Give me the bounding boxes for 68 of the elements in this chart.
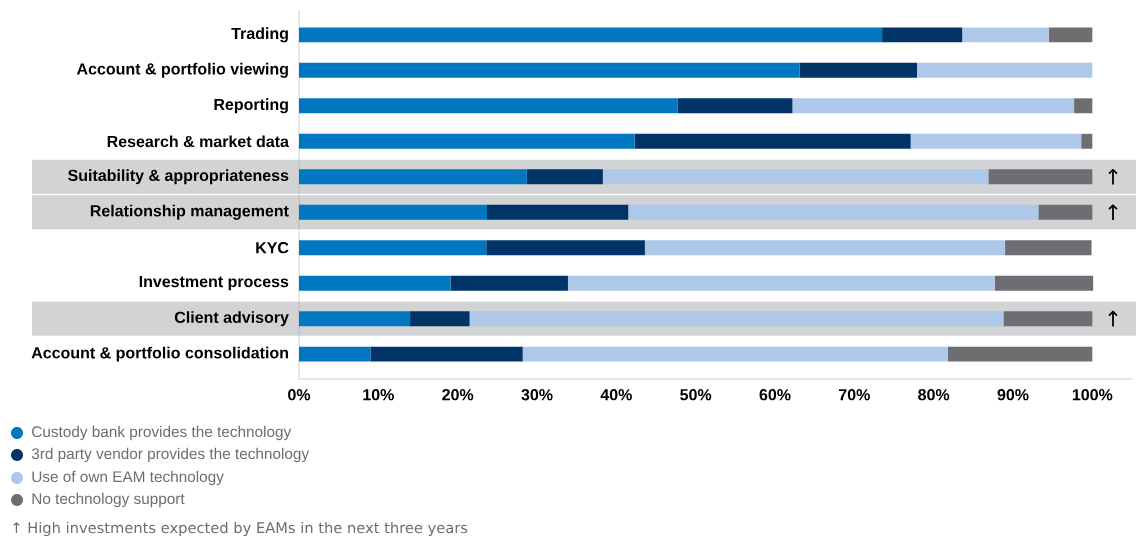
legend-label: No technology support <box>32 492 185 508</box>
y-tick-label: Account & portfolio viewing <box>76 62 288 78</box>
bar <box>299 62 800 78</box>
y-tick-label: Reporting <box>214 98 288 114</box>
bar <box>677 98 793 114</box>
bar <box>994 275 1094 291</box>
x-tick-label: 40% <box>600 389 632 401</box>
bar <box>299 133 635 149</box>
y-tick-label: KYC <box>256 242 289 254</box>
bar <box>450 275 568 291</box>
bar <box>882 27 963 43</box>
bar <box>522 346 948 362</box>
bar <box>602 169 989 185</box>
bar <box>469 311 1004 327</box>
band-label: ↑ <box>1108 168 1118 185</box>
x-tick-label: 70% <box>839 389 870 401</box>
x-tick-label: 20% <box>442 389 474 401</box>
bar <box>644 240 1006 256</box>
y-tick-label: Client advisory <box>174 311 289 327</box>
bar <box>1081 133 1093 149</box>
x-tick-label: 0% <box>288 389 311 401</box>
bar <box>1038 204 1093 220</box>
bar <box>1048 27 1093 43</box>
text: ↑ High investments expected by EAMs in the next three years <box>13 521 468 537</box>
bar <box>1005 240 1092 256</box>
y-tick-label: Investment process <box>139 276 289 291</box>
legend-label: Custody bank provides the technology <box>32 425 292 441</box>
x-tick-label: 50% <box>680 389 712 401</box>
bar <box>947 346 1093 362</box>
bar <box>962 27 1049 43</box>
bar <box>299 311 411 327</box>
band-label: ↑ <box>1108 204 1118 221</box>
x-tick-label: 60% <box>759 389 791 401</box>
bar <box>792 98 1075 114</box>
x-tick-label: 90% <box>997 389 1029 401</box>
bar <box>917 62 1093 78</box>
bar <box>634 133 911 149</box>
x-tick-label: 30% <box>521 389 553 401</box>
legend-label: Use of own EAM technology <box>32 470 224 486</box>
bar <box>487 204 629 220</box>
x-tick-label: 80% <box>918 389 950 401</box>
y-tick-label: Relationship management <box>90 204 289 220</box>
x-tick-label: 10% <box>363 389 394 401</box>
bar <box>370 346 523 362</box>
bar <box>628 204 1039 220</box>
y-tick-label: Research & market data <box>107 135 290 148</box>
band-label: ↑ <box>1108 310 1118 327</box>
bar <box>910 133 1082 149</box>
bar <box>1074 98 1093 114</box>
y-tick-label: Trading <box>231 27 288 43</box>
bar <box>799 62 917 78</box>
x-tick-label: 100% <box>1072 389 1113 401</box>
bar <box>567 275 995 291</box>
bar <box>299 204 488 220</box>
y-tick-label: Suitability & appropriateness <box>68 169 289 185</box>
bar <box>526 169 603 185</box>
bar <box>410 311 470 327</box>
legend-label: 3rd party vendor provides the technology <box>31 447 310 463</box>
bar <box>299 346 371 362</box>
bar <box>299 98 678 114</box>
bar <box>299 240 487 256</box>
y-tick-label: Account & portfolio consolidation <box>31 346 288 362</box>
bar <box>1003 311 1093 327</box>
bar <box>299 275 451 291</box>
bar <box>486 240 645 256</box>
bar <box>299 27 883 43</box>
bar <box>299 169 527 185</box>
bar <box>988 169 1093 185</box>
